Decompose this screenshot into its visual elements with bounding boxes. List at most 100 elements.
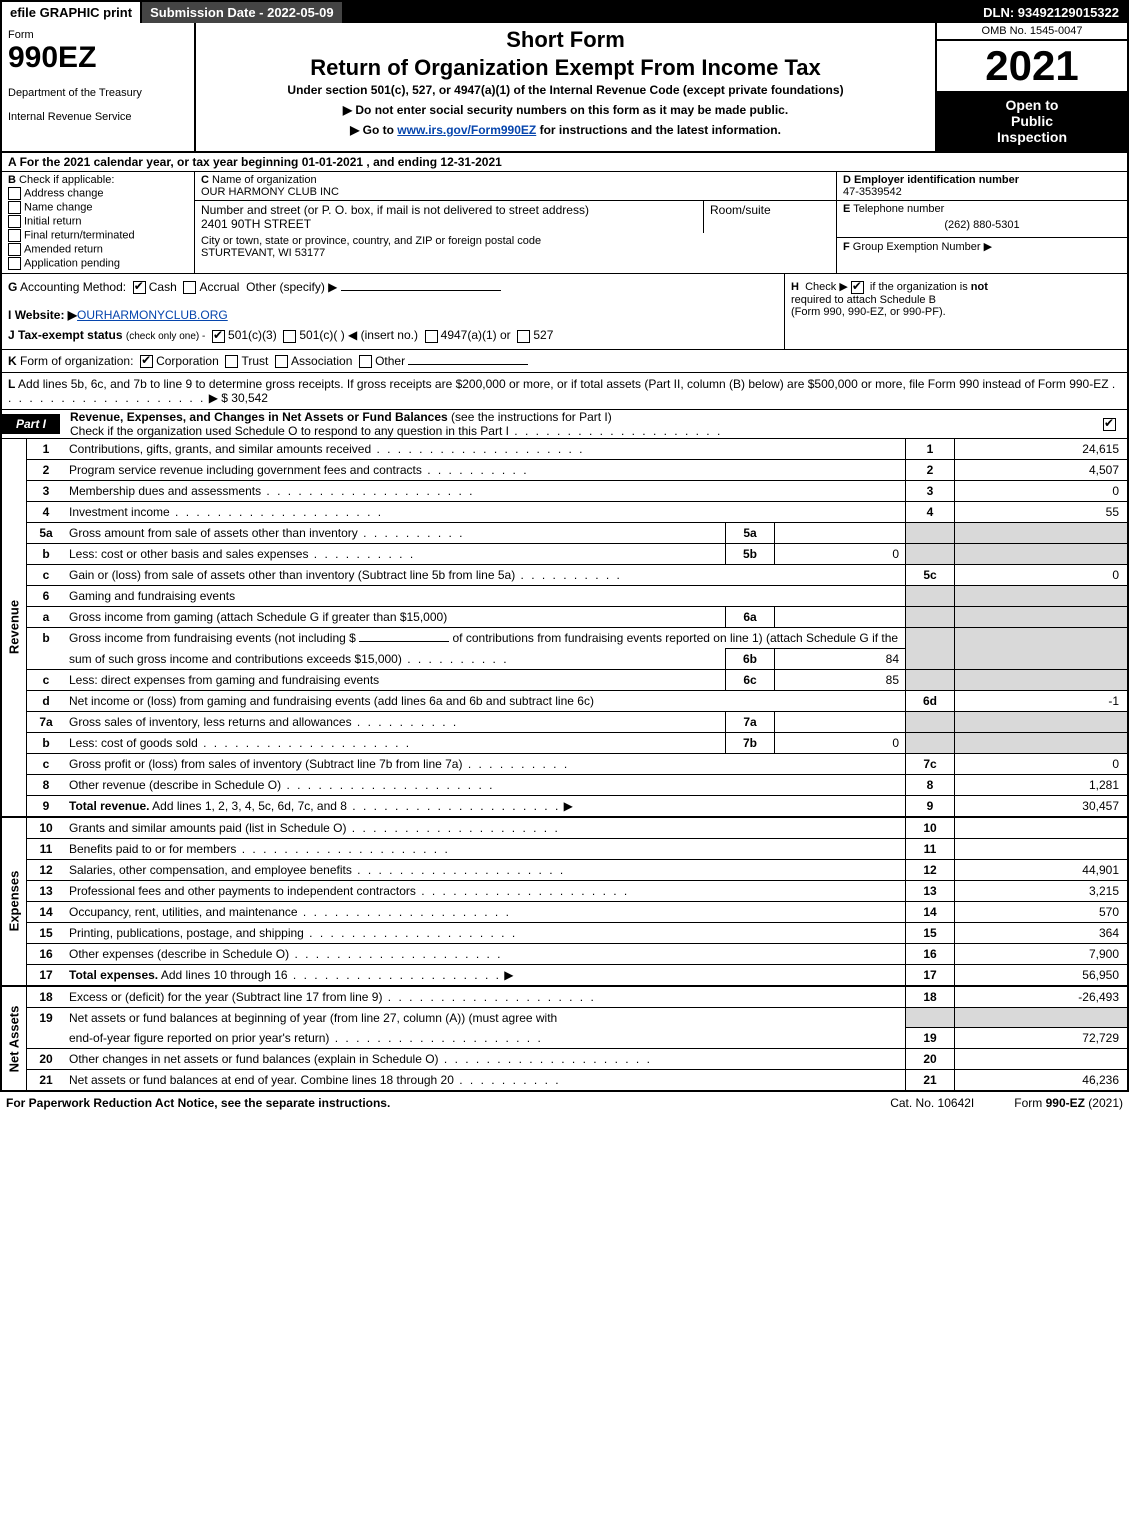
ein-label: Employer identification number	[854, 174, 1019, 186]
chk-trust[interactable]	[225, 355, 238, 368]
phone-label: Telephone number	[853, 203, 944, 215]
irs-label: Internal Revenue Service	[8, 111, 188, 123]
line-7a: 7a Gross sales of inventory, less return…	[27, 711, 1127, 732]
line-7a-value	[775, 711, 906, 732]
revenue-table: 1 Contributions, gifts, grants, and simi…	[27, 439, 1127, 816]
chk-association[interactable]	[275, 355, 288, 368]
line-17: 17 Total expenses. Add lines 10 through …	[27, 964, 1127, 985]
part-1-suffix: (see the instructions for Part I)	[451, 410, 612, 424]
part-1-title: Revenue, Expenses, and Changes in Net As…	[70, 410, 448, 424]
part-1-pill: Part I	[2, 414, 60, 434]
return-title: Return of Organization Exempt From Incom…	[204, 55, 927, 81]
top-bar: efile GRAPHIC print Submission Date - 20…	[2, 2, 1127, 23]
row-h-schedule-b: H Check ▶ if the organization is not req…	[784, 274, 1127, 349]
chk-amended-return[interactable]: Amended return	[8, 243, 188, 256]
line-2: 2 Program service revenue including gove…	[27, 459, 1127, 480]
chk-initial-return[interactable]: Initial return	[8, 215, 188, 228]
chk-other-org[interactable]	[359, 355, 372, 368]
col-def: D Employer identification number 47-3539…	[837, 172, 1127, 273]
fundraising-contrib-input[interactable]	[359, 641, 449, 642]
city-value: STURTEVANT, WI 53177	[201, 247, 325, 259]
letter-k: K	[8, 354, 17, 368]
open-to-public-inspection: Open to Public Inspection	[937, 91, 1127, 151]
short-form-title: Short Form	[204, 27, 927, 53]
line-20: 20 Other changes in net assets or fund b…	[27, 1049, 1127, 1070]
group-exemption-label: Group Exemption Number	[853, 241, 981, 253]
line-17-value: 56,950	[955, 964, 1128, 985]
goto-instructions: ▶ Go to www.irs.gov/Form990EZ for instru…	[204, 123, 927, 137]
line-1-value: 24,615	[955, 439, 1128, 460]
line-3-value: 0	[955, 480, 1128, 501]
room-suite-label: Room/suite	[704, 201, 836, 233]
line-10-value	[955, 818, 1128, 839]
line-16: 16 Other expenses (describe in Schedule …	[27, 943, 1127, 964]
chk-corporation[interactable]	[140, 355, 153, 368]
street-label: Number and street (or P. O. box, if mail…	[201, 203, 589, 217]
line-19-1: 19 Net assets or fund balances at beginn…	[27, 1007, 1127, 1028]
letter-h: H	[791, 281, 799, 293]
line-6a-value	[775, 606, 906, 627]
footer-cat-no: Cat. No. 10642I	[890, 1096, 974, 1110]
other-org-input[interactable]	[408, 364, 528, 365]
chk-schedule-o-used[interactable]	[1103, 418, 1116, 431]
website-link[interactable]: OURHARMONYCLUB.ORG	[77, 308, 228, 322]
row-a-tax-year: A For the 2021 calendar year, or tax yea…	[2, 153, 1127, 172]
chk-501c[interactable]	[283, 330, 296, 343]
line-12: 12 Salaries, other compensation, and emp…	[27, 859, 1127, 880]
line-6a: a Gross income from gaming (attach Sched…	[27, 606, 1127, 627]
letter-i: I	[8, 308, 11, 322]
line-12-value: 44,901	[955, 859, 1128, 880]
chk-501c3[interactable]	[212, 330, 225, 343]
net-assets-section: Net Assets 18 Excess or (deficit) for th…	[2, 987, 1127, 1091]
subtitle: Under section 501(c), 527, or 4947(a)(1)…	[204, 83, 927, 97]
irs-link[interactable]: www.irs.gov/Form990EZ	[397, 123, 536, 137]
line-1: 1 Contributions, gifts, grants, and simi…	[27, 439, 1127, 460]
chk-address-change[interactable]: Address change	[8, 187, 188, 200]
form-number: 990EZ	[8, 41, 188, 75]
goto-post: for instructions and the latest informat…	[536, 123, 781, 137]
line-7c: c Gross profit or (loss) from sales of i…	[27, 753, 1127, 774]
line-6c-value: 85	[775, 669, 906, 690]
revenue-side-label: Revenue	[2, 439, 27, 816]
form-org-label: Form of organization:	[20, 354, 133, 368]
letter-j: J	[8, 328, 15, 342]
line-6: 6 Gaming and fundraising events	[27, 585, 1127, 606]
line-5b-value: 0	[775, 543, 906, 564]
accounting-label: Accounting Method:	[20, 280, 126, 294]
other-specify-input[interactable]	[341, 290, 501, 291]
line-7b: b Less: cost of goods sold 7b 0	[27, 732, 1127, 753]
line-7c-value: 0	[955, 753, 1128, 774]
line-21: 21 Net assets or fund balances at end of…	[27, 1070, 1127, 1091]
letter-d: D	[843, 174, 851, 186]
chk-schedule-b-not-required[interactable]	[851, 281, 864, 294]
inspect-line2: Public	[941, 113, 1123, 129]
check-only-one: (check only one) -	[126, 331, 205, 342]
chk-cash[interactable]	[133, 281, 146, 294]
chk-527[interactable]	[517, 330, 530, 343]
line-11-value	[955, 838, 1128, 859]
letter-b: B	[8, 174, 16, 186]
footer-right: Form 990-EZ (2021)	[1014, 1096, 1123, 1110]
chk-final-return[interactable]: Final return/terminated	[8, 229, 188, 242]
line-4: 4 Investment income 4 55	[27, 501, 1127, 522]
chk-4947a1[interactable]	[425, 330, 438, 343]
letter-e: E	[843, 203, 850, 215]
header-left: Form 990EZ Department of the Treasury In…	[2, 23, 196, 151]
org-name: OUR HARMONY CLUB INC	[201, 186, 339, 198]
row-a-text: For the 2021 calendar year, or tax year …	[20, 155, 502, 169]
line-15-value: 364	[955, 922, 1128, 943]
chk-name-change[interactable]: Name change	[8, 201, 188, 214]
net-assets-table: 18 Excess or (deficit) for the year (Sub…	[27, 987, 1127, 1091]
line-4-value: 55	[955, 501, 1128, 522]
chk-accrual[interactable]	[183, 281, 196, 294]
expenses-table: 10 Grants and similar amounts paid (list…	[27, 818, 1127, 985]
letter-a: A	[8, 155, 16, 169]
row-k-form-of-org: K Form of organization: Corporation Trus…	[2, 350, 1127, 373]
letter-c: C	[201, 174, 209, 186]
city-label: City or town, state or province, country…	[201, 235, 541, 247]
line-10: 10 Grants and similar amounts paid (list…	[27, 818, 1127, 839]
line-6d: d Net income or (loss) from gaming and f…	[27, 690, 1127, 711]
line-3: 3 Membership dues and assessments 3 0	[27, 480, 1127, 501]
chk-application-pending[interactable]: Application pending	[8, 257, 188, 270]
line-19-value: 72,729	[955, 1028, 1128, 1049]
